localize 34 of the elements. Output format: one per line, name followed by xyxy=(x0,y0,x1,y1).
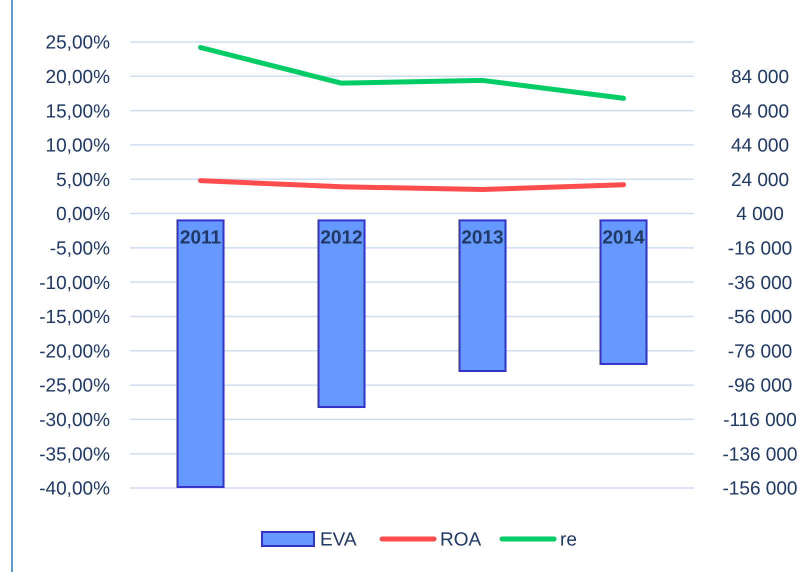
x-tick-label: 2013 xyxy=(461,228,504,249)
y2-tick-label: -16 000 xyxy=(728,238,792,260)
y-tick-label: 15,00% xyxy=(46,101,110,122)
y-tick-label: -25,00% xyxy=(39,376,110,397)
legend-label: ROA xyxy=(440,530,482,551)
y2-tick-label: 84 000 xyxy=(730,66,790,88)
y2-tick-label: 4 000 xyxy=(736,204,784,226)
y2-tick-label: -36 000 xyxy=(728,272,792,294)
y2-tick-label: -56 000 xyxy=(728,307,792,328)
y-tick-label: 5,00% xyxy=(56,170,110,191)
legend-label: EVA xyxy=(320,530,357,551)
x-tick-label: 2011 xyxy=(180,228,222,249)
y-tick-label: -20,00% xyxy=(39,341,110,362)
y-tick-label: -15,00% xyxy=(39,307,110,328)
y2-tick-label: 44 000 xyxy=(730,136,790,157)
y2-tick-label: -116 000 xyxy=(723,410,797,432)
y-tick-label: 10,00% xyxy=(46,136,110,157)
y2-tick-label: -96 000 xyxy=(728,376,792,397)
y-tick-label: 25,00% xyxy=(46,32,110,54)
y-tick-label: -5,00% xyxy=(50,238,110,260)
legend-label: re xyxy=(560,530,577,551)
y-tick-label: 20,00% xyxy=(46,66,110,88)
y-tick-label: 0,00% xyxy=(56,204,110,226)
y2-tick-label: 24 000 xyxy=(730,170,790,191)
y-tick-label: -35,00% xyxy=(39,444,110,466)
x-tick-label: 2012 xyxy=(320,228,363,249)
y2-tick-label: -76 000 xyxy=(728,341,792,362)
y-tick-label: -40,00% xyxy=(39,478,110,500)
x-tick-label: 2014 xyxy=(602,228,646,249)
y-tick-label: -30,00% xyxy=(39,410,110,432)
y2-tick-label: 64 000 xyxy=(730,101,790,122)
y2-tick-label: -136 000 xyxy=(722,444,798,466)
y2-tick-label: -156 000 xyxy=(722,478,798,500)
y-tick-label: -10,00% xyxy=(39,272,110,294)
